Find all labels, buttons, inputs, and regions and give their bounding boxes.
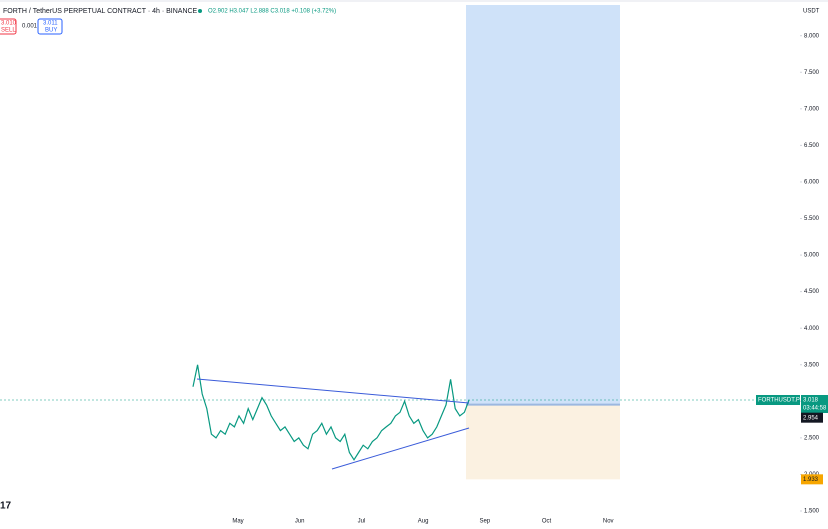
price-tag-label: 3.018 (803, 398, 819, 404)
price-line (192, 364, 470, 461)
sell-button[interactable] (0, 18, 17, 35)
x-tick-label: Jun (295, 519, 305, 525)
trendline-lower (331, 427, 470, 470)
x-tick-label: Jul (358, 519, 366, 525)
entry-tag (801, 412, 823, 423)
countdown: 03:44:58 (803, 406, 827, 412)
trendline-upper (196, 378, 470, 404)
y-tick-label: 7.500 (804, 70, 820, 76)
y-tick-label: 4.500 (804, 289, 820, 295)
y-tick-label: 1.500 (804, 509, 820, 515)
y-tick-label: 2.500 (804, 435, 820, 441)
symbol: FORTH / TetherUS PERPETUAL CONTRACT · 4h… (3, 8, 198, 15)
y-tick-label: 8.000 (804, 33, 820, 39)
y-tick-label: 6.500 (804, 143, 820, 149)
y-tick-label: 5.000 (804, 253, 820, 259)
x-tick-label: May (232, 519, 243, 525)
entry-tag-label: 2.954 (803, 415, 819, 421)
logo: 17 (0, 501, 12, 512)
stop-tag-label: 1.933 (803, 477, 819, 483)
target-zone (466, 5, 620, 405)
y-tick-label: 7.000 (804, 106, 820, 112)
y-tick-label: 4.000 (804, 326, 820, 332)
x-tick-label: Nov (603, 519, 614, 525)
y-tick-label: 6.000 (804, 180, 820, 186)
currency: USDT (803, 9, 820, 15)
y-tick-label: 5.500 (804, 216, 820, 222)
status-dot (198, 9, 202, 13)
spread: 0.001 (22, 24, 38, 30)
ohlc: O2.902 H3.047 L2.888 C3.018 +0.108 (+3.7… (208, 9, 336, 15)
buy-button[interactable] (37, 18, 63, 35)
price-tag (801, 395, 828, 414)
stop-zone (466, 404, 620, 480)
symbol-tag (756, 395, 800, 406)
buy-label: BUY (45, 28, 57, 34)
x-tick-label: Aug (418, 519, 429, 525)
x-tick-label: Sep (479, 519, 490, 525)
x-tick-label: Oct (542, 519, 552, 525)
stop-tag (801, 474, 823, 485)
buy-price: 3.011 (43, 21, 58, 27)
y-tick-label: 3.500 (804, 362, 820, 368)
symbol-tag-label: FORTHUSDT.P (758, 398, 800, 404)
sell-label: SELL (1, 28, 16, 34)
sell-price: 3.010 (1, 21, 17, 27)
